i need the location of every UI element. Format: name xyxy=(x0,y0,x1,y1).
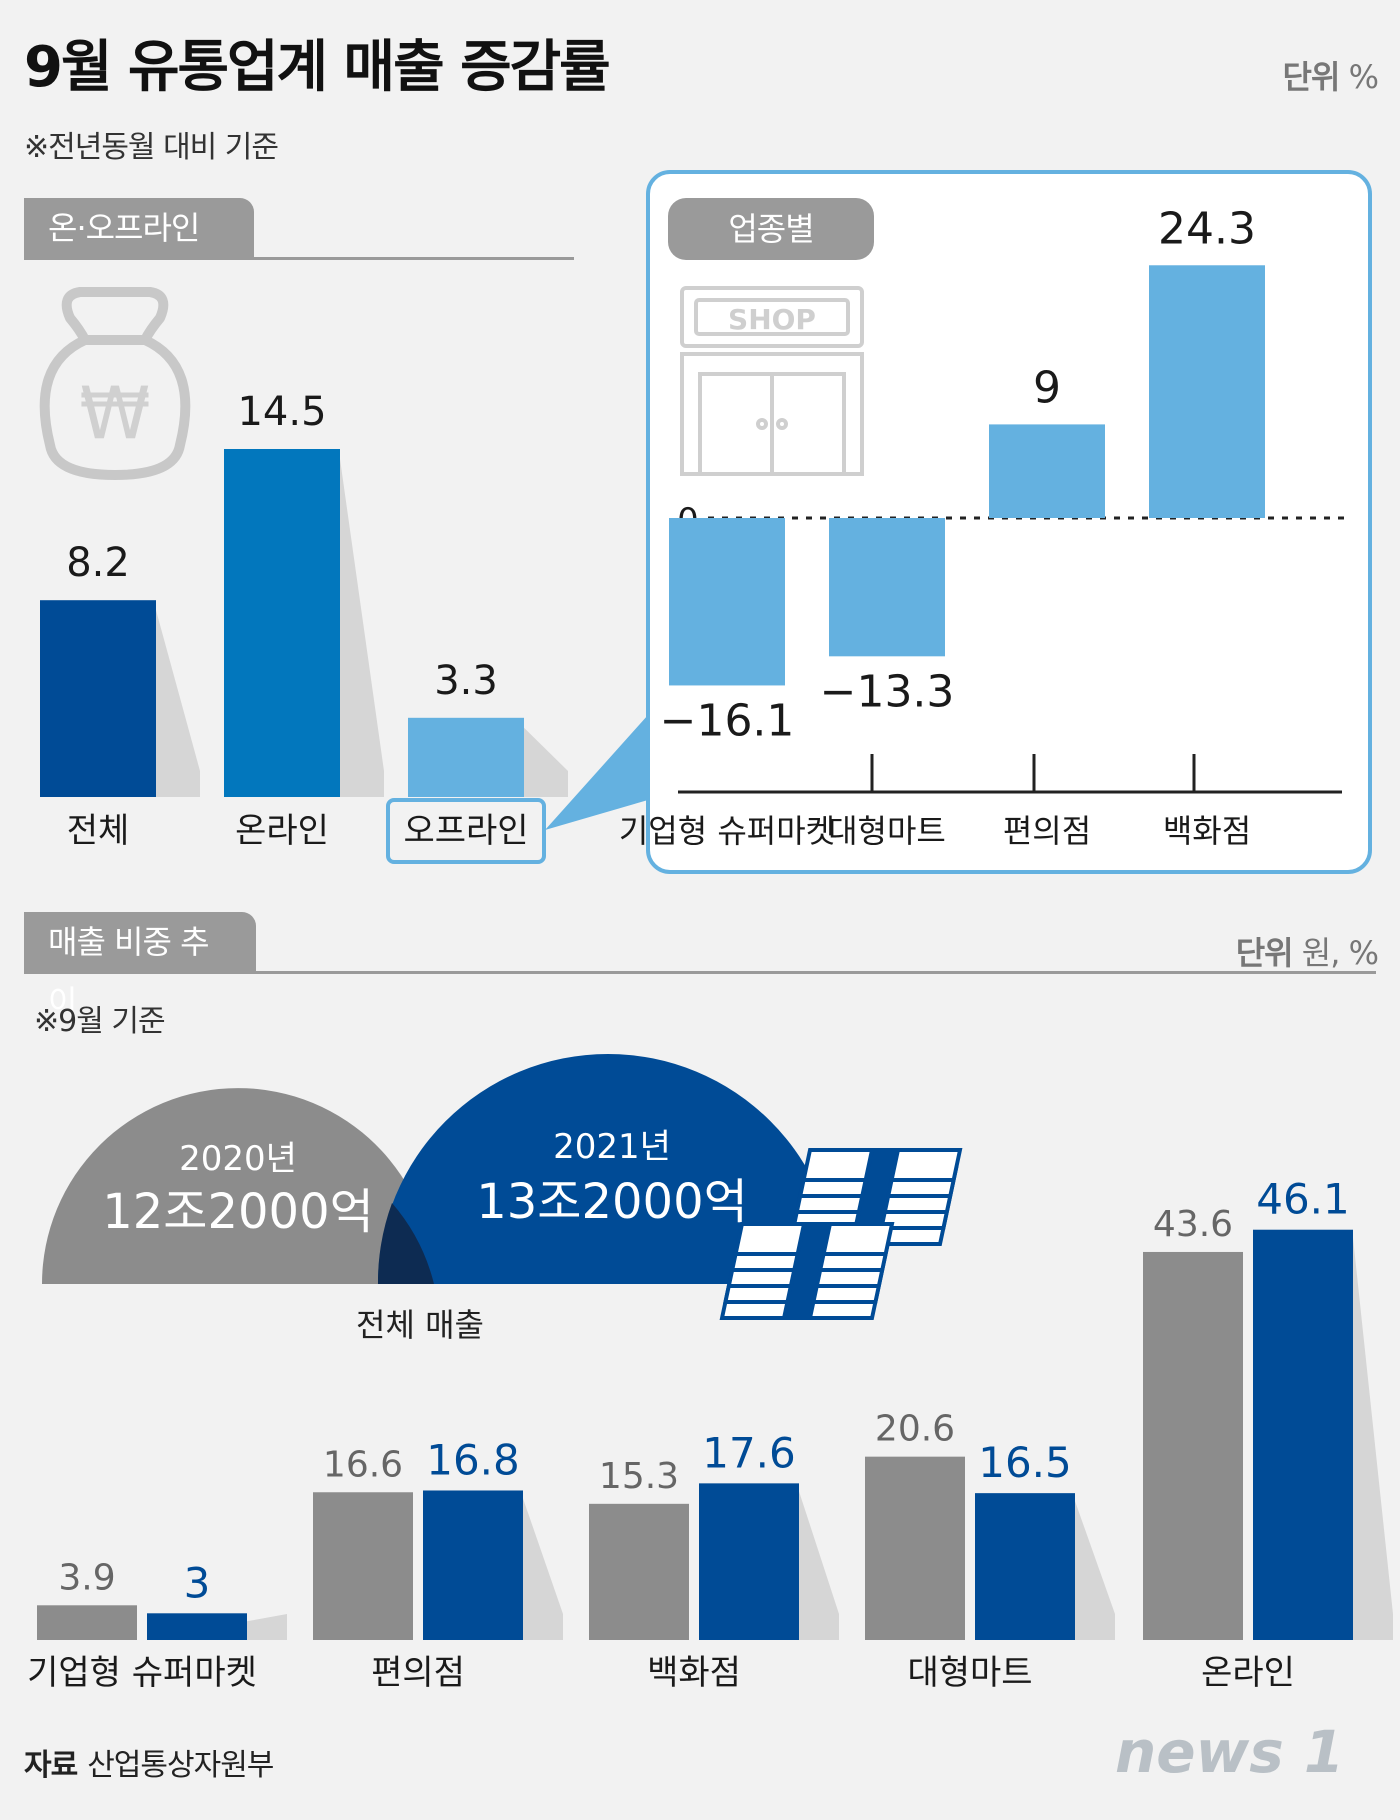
bar-shadow xyxy=(523,1498,563,1640)
bar-share-2021 xyxy=(423,1490,523,1640)
bar-value-label: −13.3 xyxy=(820,666,955,717)
money-bag-icon xyxy=(39,287,191,480)
bar-value-label: 43.6 xyxy=(1153,1204,1233,1245)
category-label: 온라인 xyxy=(235,811,329,851)
bar-value-label: 14.5 xyxy=(237,389,326,435)
category-label: 대형마트 xyxy=(828,812,946,850)
bar-shadow xyxy=(247,1614,287,1640)
bar-value-label: 16.8 xyxy=(426,1435,520,1484)
category-label: 기업형 슈퍼마켓 xyxy=(27,1653,257,1693)
category-label: 전체 xyxy=(67,811,130,851)
bar-value-label: 9 xyxy=(1033,362,1061,413)
source-line: 자료 산업통상자원부 xyxy=(24,1740,274,1784)
half-circle-2020 xyxy=(42,1088,434,1284)
bar-share-2020 xyxy=(589,1503,689,1640)
highlight-box xyxy=(386,798,546,864)
bar-value-label: −16.1 xyxy=(660,695,795,746)
unit-label-top-value: % xyxy=(1348,58,1379,96)
category-label: 기업형 슈퍼마켓 xyxy=(619,812,835,850)
bar-shadow xyxy=(156,610,200,797)
unit-label-bottom: 단위 원, % xyxy=(1235,928,1379,974)
half-circle-overlap xyxy=(377,1203,434,1284)
bar-sector xyxy=(1149,265,1265,518)
bar-value-label: 3.9 xyxy=(58,1557,115,1598)
tab-share-underline xyxy=(24,971,1376,974)
tab-sector: 업종별 xyxy=(668,198,874,260)
onoffline-chart: 8.2 전체 14.5 온라인 3.3 오프라인 xyxy=(40,389,568,864)
bar-share-2021 xyxy=(699,1483,799,1640)
category-label: 편의점 xyxy=(371,1653,465,1693)
bar-value-label: 24.3 xyxy=(1158,203,1256,254)
source-key: 자료 xyxy=(24,1748,78,1783)
category-label: 백화점 xyxy=(647,1653,741,1693)
shop-sign: SHOP xyxy=(728,303,816,336)
unit-label-bottom-key: 단위 xyxy=(1235,934,1294,972)
bar-share-2020 xyxy=(865,1456,965,1640)
bar-value-label: 16.5 xyxy=(978,1438,1072,1487)
bar-share-2021 xyxy=(147,1613,247,1640)
bar-share-2020 xyxy=(1143,1251,1243,1640)
bar-sector xyxy=(829,518,945,657)
bar-value-label: 3 xyxy=(184,1558,211,1607)
news1-logo: news 1 xyxy=(1115,1718,1344,1786)
bar-value-label: 46.1 xyxy=(1256,1175,1350,1224)
bar-onoffline xyxy=(224,449,340,797)
tab-onoffline: 온·오프라인 xyxy=(24,198,254,258)
tab-share: 매출 비중 추이 xyxy=(24,912,256,1021)
year-2021-label: 2021년 xyxy=(553,1127,671,1167)
shop-icon xyxy=(680,286,864,476)
bar-shadow xyxy=(1353,1237,1393,1640)
cash-stack-icon xyxy=(719,1148,963,1320)
share-chart: 3.9 3 기업형 슈퍼마켓 16.6 16.8 편의점 15.3 17.6 백화점 20.6 16… xyxy=(27,1175,1393,1693)
won-symbol-icon: ₩ xyxy=(79,371,150,455)
bar-onoffline xyxy=(40,600,156,797)
note-bottom: ※9월 기준 xyxy=(34,1004,166,1039)
bar-value-label: 20.6 xyxy=(875,1409,955,1450)
bar-shadow xyxy=(799,1491,839,1640)
bar-sector xyxy=(989,424,1105,518)
total-sales-label: 전체 매출 xyxy=(356,1306,484,1344)
bar-value-label: 16.6 xyxy=(323,1444,403,1485)
bar-value-label: 15.3 xyxy=(599,1456,679,1497)
bar-value-label: 8.2 xyxy=(66,540,130,586)
bar-share-2021 xyxy=(1253,1229,1353,1640)
category-label: 대형마트 xyxy=(907,1653,1032,1693)
category-label: 백화점 xyxy=(1163,812,1251,850)
half-circle-2021 xyxy=(378,1054,838,1284)
bar-share-2020 xyxy=(313,1492,413,1640)
bar-share-2020 xyxy=(37,1605,137,1640)
source-value: 산업통상자원부 xyxy=(87,1748,274,1783)
total-sales-graphic: 2020년 12조2000억 2021년 13조2000억 전체 매출 xyxy=(42,1054,838,1344)
note-top: ※전년동월 대비 기준 xyxy=(24,130,279,165)
bar-shadow xyxy=(340,459,384,797)
bar-value-label: 3.3 xyxy=(434,658,498,704)
year-2020-label: 2020년 xyxy=(179,1139,297,1179)
panel-connector xyxy=(545,715,648,830)
news1-logo-text: news 1 xyxy=(1115,1718,1344,1786)
unit-label-top: 단위 % xyxy=(1282,52,1379,98)
unit-label-top-key: 단위 xyxy=(1282,58,1341,96)
page-title: 9월 유통업계 매출 증감률 xyxy=(24,35,611,100)
bar-shadow xyxy=(524,727,568,797)
category-label: 오프라인 xyxy=(403,811,528,851)
tab-onoffline-underline xyxy=(24,257,574,260)
bar-shadow xyxy=(1075,1501,1115,1640)
bar-sector xyxy=(669,518,785,686)
category-label: 편의점 xyxy=(1003,812,1091,850)
bar-share-2021 xyxy=(975,1493,1075,1640)
amount-2020-label: 12조2000억 xyxy=(102,1184,374,1240)
category-label: 온라인 xyxy=(1201,1653,1295,1693)
unit-label-bottom-value: 원, % xyxy=(1301,934,1379,972)
bar-value-label: 17.6 xyxy=(702,1428,796,1477)
amount-2021-label: 13조2000억 xyxy=(476,1174,748,1230)
bar-onoffline xyxy=(408,717,524,797)
